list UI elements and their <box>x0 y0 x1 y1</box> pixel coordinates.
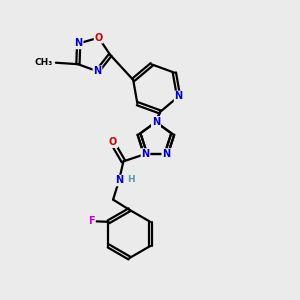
Text: N: N <box>152 117 160 127</box>
Text: H: H <box>127 175 135 184</box>
Text: CH₃: CH₃ <box>34 58 52 67</box>
Text: N: N <box>175 92 183 101</box>
Text: N: N <box>162 149 170 159</box>
Text: F: F <box>88 216 95 226</box>
Text: N: N <box>152 117 160 127</box>
Text: O: O <box>109 137 117 147</box>
Text: O: O <box>94 33 103 43</box>
Text: N: N <box>93 66 101 76</box>
Text: N: N <box>115 176 123 185</box>
Text: N: N <box>75 38 83 48</box>
Text: N: N <box>141 149 150 159</box>
